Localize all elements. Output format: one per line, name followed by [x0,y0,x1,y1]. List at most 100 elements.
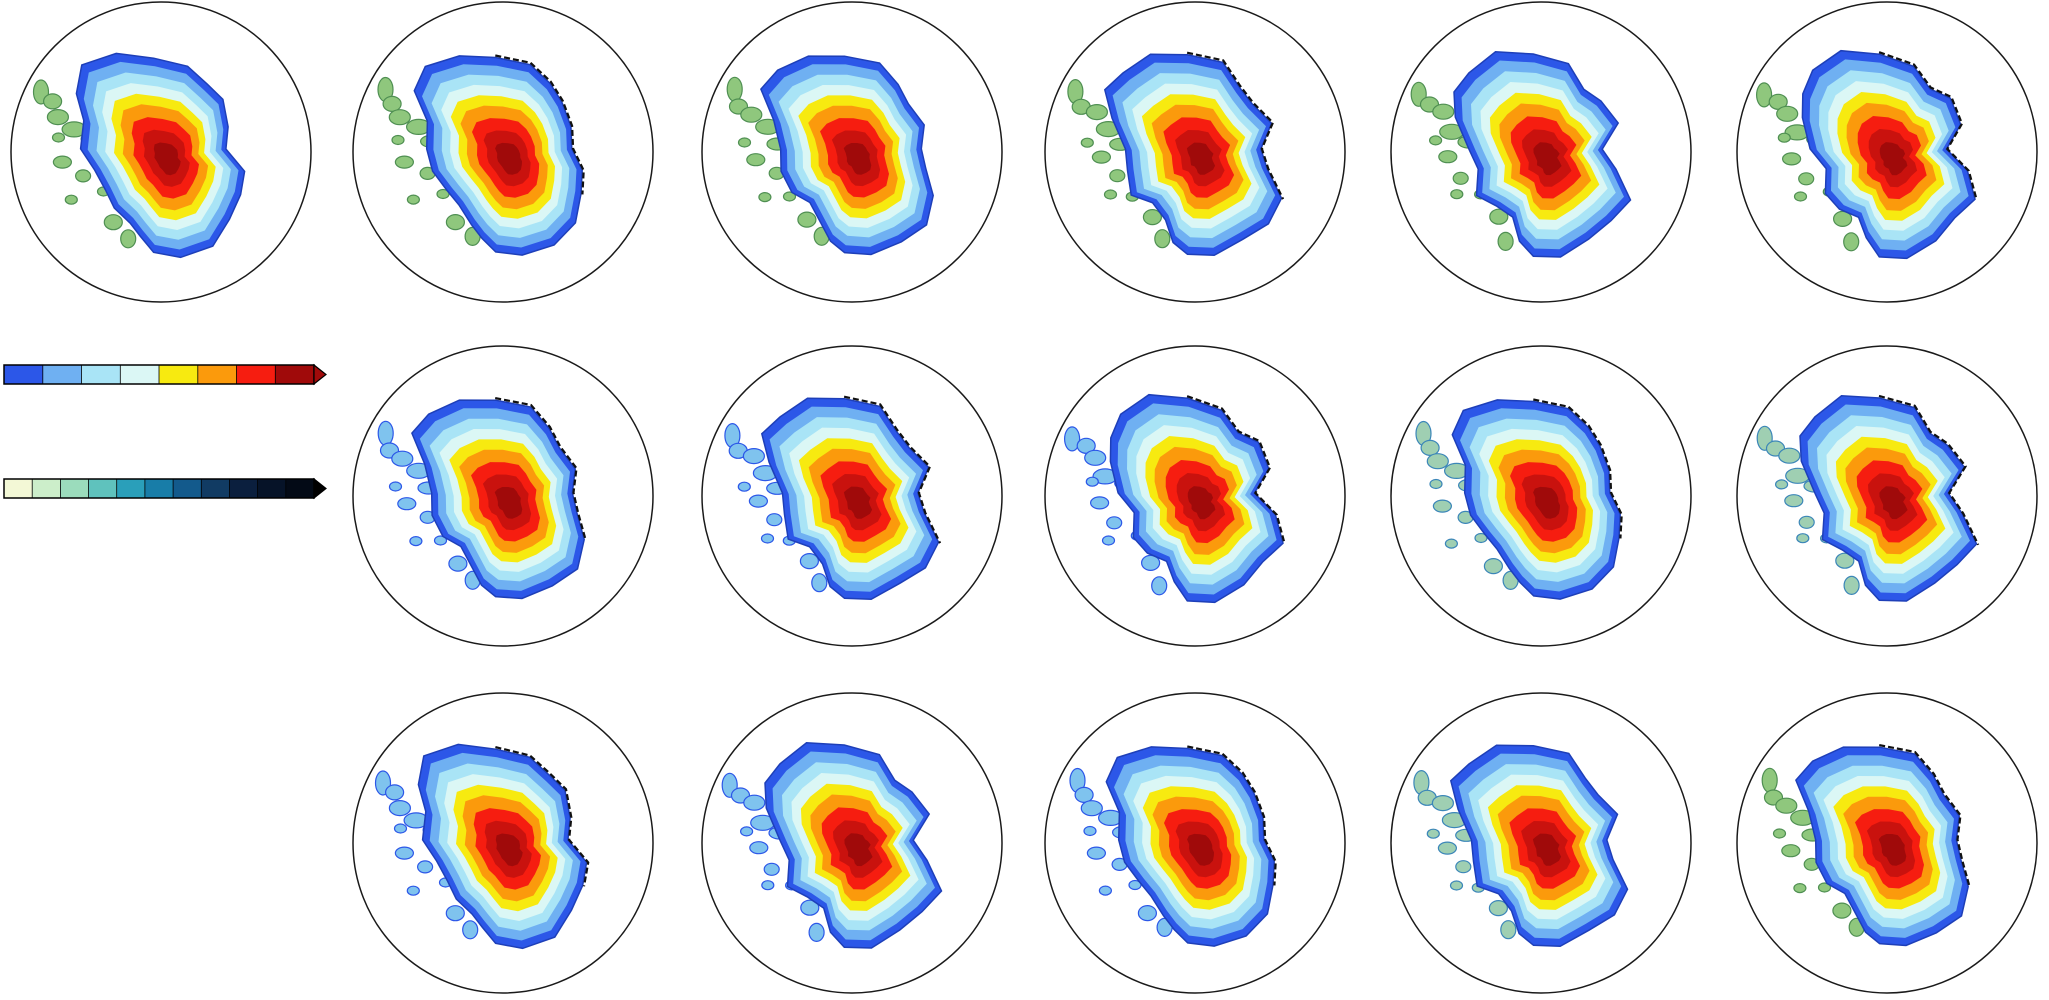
contour-band [844,833,873,867]
island-patch [1776,105,1799,122]
island-patch [377,420,394,446]
island-patch [1450,189,1464,200]
colorbar-segment [60,478,90,499]
island-patch [462,920,479,940]
contour-band [153,142,181,176]
map-panel [1044,345,1346,647]
island-patch [394,846,414,860]
island-patch [51,132,66,143]
ice-shelf-edge [1533,398,1623,539]
island-patch [1426,828,1440,839]
island-patch [799,552,820,570]
contour-band [1533,142,1562,176]
island-patch [1429,478,1443,490]
colorbar-segment [197,364,238,385]
island-patch [737,481,751,492]
colorbar-extension-arrow [313,477,327,500]
colorbar-segment [274,364,315,385]
ice-shelf-edge [495,746,590,887]
island-patch [739,826,754,837]
island-patch [1098,885,1113,896]
map-panel [1390,692,1692,994]
map-panel [10,1,312,303]
island-patch [1835,552,1855,569]
contour-band [495,142,522,175]
island-patch [1474,532,1488,544]
island-patch [760,533,775,544]
island-patch [1432,103,1455,120]
island-patch [1080,137,1094,148]
island-patch [388,799,411,817]
contour-band [843,486,873,519]
island-patch [1843,232,1860,252]
island-patch [393,823,408,834]
contour-band [1878,834,1907,866]
island-patch [746,153,766,167]
island-patch [1449,880,1464,891]
island-patch [1793,191,1808,202]
contour-band [1533,486,1560,519]
contour-band [495,833,523,867]
island-patch [103,214,123,231]
map-panel [701,345,1003,647]
colorbar-segment [119,364,161,385]
island-patch [1832,902,1852,919]
colorbar-segment [116,478,146,499]
island-patch [74,169,92,183]
island-patch [1140,554,1161,572]
map-panel [1390,1,1692,303]
island-patch [1085,476,1099,487]
island-patch [409,535,423,547]
island-patch [761,880,775,891]
island-patch [1772,828,1787,839]
island-patch [1084,449,1107,466]
island-patch [397,497,417,511]
colorbar-segment [81,364,122,385]
map-panel [701,1,1003,303]
island-patch [388,109,411,126]
island-patch [417,860,434,874]
colorbar-segment [285,478,315,499]
contour-band [1879,142,1908,176]
island-patch [808,922,825,943]
island-patch [740,106,763,123]
island-patch [1074,786,1094,804]
ice-shelf-edge [495,54,585,195]
island-patch [394,155,414,169]
map-panel [352,1,654,303]
island-patch [1109,169,1126,183]
map-panel [352,692,654,994]
island-patch [1086,846,1107,860]
island-patch [1793,882,1807,894]
island-patch [1137,904,1158,922]
island-patch [46,108,70,126]
colorbar-segment [3,478,34,499]
ice-shelf-edge [1878,394,1980,546]
island-patch [1774,479,1789,490]
island-patch [64,194,78,205]
island-patch [1089,496,1110,510]
island-patch [382,95,402,113]
island-patch [433,535,448,546]
island-patch [1431,794,1455,812]
ice-shelf-edge [1187,745,1277,886]
island-patch [763,862,780,876]
island-patch [42,93,63,110]
island-patch [391,134,405,146]
island-patch [1497,231,1514,251]
island-patch [1101,535,1116,546]
map-panel [1736,345,2038,647]
map-panel [701,692,1003,994]
colorbar-segment [144,478,174,499]
map-panel [1736,692,2038,994]
contour-band [1186,142,1216,175]
island-patch [406,194,420,205]
map-panel [1044,692,1346,994]
island-patch [445,214,465,231]
island-patch [448,555,468,572]
map-panels [10,1,2038,994]
island-patch [1151,576,1168,596]
island-patch [388,481,403,492]
colorbar-segment [257,478,287,499]
